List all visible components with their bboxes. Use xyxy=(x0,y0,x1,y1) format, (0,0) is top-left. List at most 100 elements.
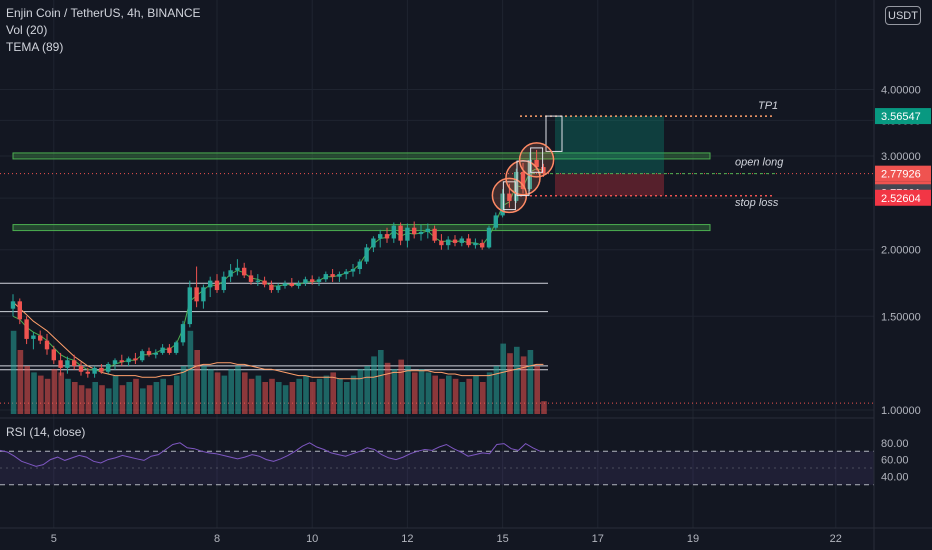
rsi-legend[interactable]: RSI (14, close) xyxy=(6,425,86,439)
volume-bar xyxy=(187,330,194,414)
volume-bar xyxy=(473,375,479,414)
support-zone xyxy=(12,224,711,232)
volume-bar xyxy=(51,369,58,414)
volume-bar xyxy=(357,369,364,414)
volume-bar xyxy=(24,366,30,414)
candle-body xyxy=(242,267,247,276)
volume-bar xyxy=(432,375,438,414)
candle-body xyxy=(92,367,97,374)
candle-body xyxy=(51,349,56,361)
volume-bar xyxy=(44,378,51,414)
candle-body xyxy=(507,193,512,201)
volume-bar xyxy=(514,346,520,414)
candle-body xyxy=(119,360,124,363)
rsi-line xyxy=(0,442,541,467)
rsi-tick-label: 40.00 xyxy=(881,471,909,483)
volume-bar xyxy=(282,385,289,414)
volume-bar xyxy=(350,375,357,414)
candle-body xyxy=(514,171,519,201)
candle-body xyxy=(167,347,172,353)
tema-legend[interactable]: TEMA (89) xyxy=(6,40,64,54)
candle-body xyxy=(480,242,485,248)
time-tick-label: 19 xyxy=(687,533,699,545)
volume-bar xyxy=(323,375,330,414)
volume-ma-line xyxy=(12,301,544,380)
candle-body xyxy=(78,365,84,372)
volume-bar xyxy=(17,350,24,414)
candle-body xyxy=(85,371,90,374)
volume-legend[interactable]: Vol (20) xyxy=(6,23,48,37)
candle-body xyxy=(10,301,16,309)
support-zone xyxy=(12,152,711,160)
volume-bar xyxy=(541,401,547,414)
candle-body xyxy=(337,274,342,277)
volume-bar xyxy=(119,385,126,414)
open-price-badge: 2.77926 xyxy=(881,169,921,181)
volume-bar xyxy=(405,366,411,414)
candle-body xyxy=(214,280,220,291)
volume-bar xyxy=(439,378,445,414)
volume-bar xyxy=(330,372,336,414)
candle-body xyxy=(106,364,111,372)
candle-body xyxy=(65,360,70,368)
volume-bar xyxy=(208,369,214,414)
stop-loss-annotation: stop loss xyxy=(735,197,779,209)
candle-body xyxy=(459,238,464,243)
time-tick-label: 22 xyxy=(830,533,842,545)
volume-bar xyxy=(371,356,377,414)
candle-body xyxy=(527,159,532,190)
volume-bar xyxy=(72,382,78,414)
time-tick-label: 15 xyxy=(496,533,508,545)
volume-bar xyxy=(316,378,323,414)
time-tick-label: 17 xyxy=(592,533,604,545)
candle-body xyxy=(58,360,63,368)
price-tick-label: 3.00000 xyxy=(881,151,921,163)
volume-bar xyxy=(486,372,493,414)
volume-bar xyxy=(391,369,398,414)
currency-button[interactable]: USDT xyxy=(885,6,921,25)
candle-body xyxy=(282,283,288,286)
candle-body xyxy=(500,193,505,216)
candle-body xyxy=(153,352,158,355)
volume-bar xyxy=(180,366,187,414)
volume-bar xyxy=(262,382,268,414)
time-tick-label: 8 xyxy=(214,533,220,545)
volume-bar xyxy=(296,378,302,414)
candle-body xyxy=(262,280,267,285)
volume-bar xyxy=(337,378,343,414)
candle-body xyxy=(316,279,322,282)
price-tick-label: 4.00000 xyxy=(881,84,921,96)
volume-bar xyxy=(493,366,500,414)
highlight-box xyxy=(516,160,530,197)
volume-bar xyxy=(10,330,17,414)
tp-annotation: TP1 xyxy=(758,100,778,112)
volume-bar xyxy=(153,382,160,414)
price-tick-label: 1.00000 xyxy=(881,405,921,417)
volume-bar xyxy=(235,366,241,414)
volume-bar xyxy=(446,375,452,414)
symbol-legend[interactable]: Enjin Coin / TetherUS, 4h, BINANCE xyxy=(6,6,201,20)
volume-bar xyxy=(466,378,472,414)
candle-body xyxy=(296,283,301,286)
candle-body xyxy=(269,284,274,291)
volume-bar xyxy=(201,366,207,414)
volume-bar xyxy=(310,382,316,414)
candle-body xyxy=(391,225,396,239)
tp-price-badge-bg xyxy=(875,108,931,125)
target-zone xyxy=(555,116,664,174)
volume-bar xyxy=(269,378,275,414)
candle-body xyxy=(208,280,213,288)
candle-body xyxy=(72,360,77,366)
volume-bar xyxy=(289,382,296,414)
volume-bar xyxy=(65,378,71,414)
candle-body xyxy=(248,275,254,282)
candle-body xyxy=(126,358,131,363)
price-scale xyxy=(874,0,932,550)
highlight-box xyxy=(502,181,516,211)
volume-bar xyxy=(344,382,350,414)
candle-body xyxy=(452,239,458,243)
highlight-circle xyxy=(518,142,555,178)
candle-body xyxy=(38,335,43,341)
candle-body xyxy=(446,239,451,246)
